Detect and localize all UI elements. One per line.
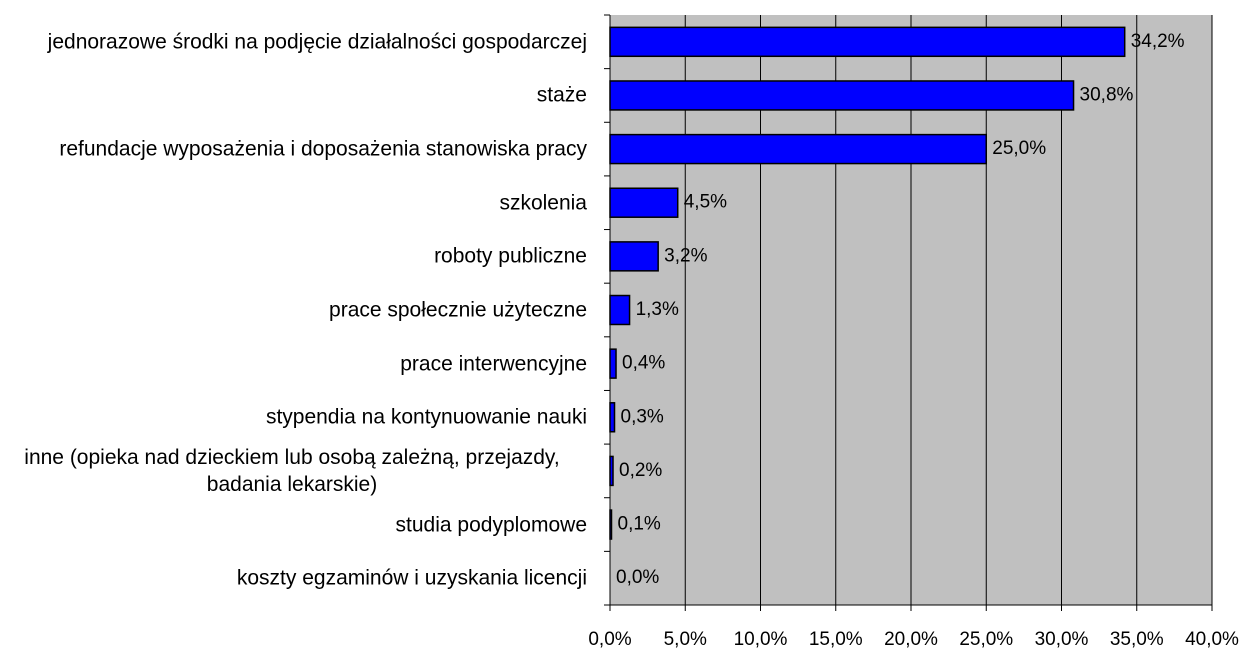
y-tick-label: inne (opieka nad dzieckiem lub osobą zal… — [0, 444, 587, 498]
bar — [609, 402, 616, 433]
y-tick-label-text: staże — [536, 83, 587, 107]
y-tick-label: staże — [0, 82, 587, 109]
value-label: 0,4% — [622, 353, 665, 374]
x-tick-label: 15,0% — [809, 629, 863, 650]
value-label: 3,2% — [664, 245, 707, 266]
bar — [609, 509, 613, 540]
value-label: 30,8% — [1080, 84, 1134, 105]
y-tick-label: koszty egzaminów i uzyskania licencji — [0, 565, 587, 592]
x-tick-label: 5,0% — [664, 629, 707, 650]
y-tick-label-text: roboty publiczne — [434, 244, 587, 268]
bar — [609, 348, 617, 379]
bar — [609, 80, 1075, 111]
x-tick-label: 35,0% — [1110, 629, 1164, 650]
value-label: 0,0% — [616, 567, 659, 588]
y-tick-label: szkolenia — [0, 189, 587, 216]
value-label: 25,0% — [992, 138, 1046, 159]
y-tick-label-text: prace społecznie użyteczne — [329, 298, 587, 322]
bar — [609, 294, 631, 326]
value-label: 0,2% — [619, 460, 662, 481]
x-tick-label: 30,0% — [1035, 629, 1089, 650]
y-tick-label-text: koszty egzaminów i uzyskania licencji — [236, 566, 587, 590]
y-tick-label-text: prace interwencyjne — [400, 352, 587, 376]
x-tick-label: 0,0% — [588, 629, 631, 650]
y-tick-label: prace interwencyjne — [0, 350, 587, 377]
bar — [609, 187, 679, 218]
value-label: 0,1% — [618, 514, 661, 535]
y-tick-label: prace społecznie użyteczne — [0, 297, 587, 324]
y-tick-label: refundacje wyposażenia i doposażenia sta… — [0, 136, 587, 163]
y-tick-label: roboty publiczne — [0, 243, 587, 270]
y-tick-label-text: stypendia na kontynuowanie nauki — [265, 405, 587, 429]
x-tick-label: 10,0% — [734, 629, 788, 650]
value-label: 34,2% — [1131, 31, 1185, 52]
value-label: 0,3% — [621, 406, 664, 427]
value-label: 4,5% — [684, 192, 727, 213]
x-tick-label: 40,0% — [1185, 629, 1239, 650]
bar — [609, 455, 614, 487]
y-tick-label: stypendia na kontynuowanie nauki — [0, 404, 587, 431]
y-tick-label-text: inne (opieka nad dzieckiem lub osobą zal… — [24, 445, 560, 496]
bar — [609, 133, 987, 165]
bar — [609, 26, 1126, 58]
y-tick-label-text: jednorazowe środki na podjęcie działalno… — [47, 30, 587, 54]
value-label: 1,3% — [636, 299, 679, 320]
x-tick-label: 25,0% — [959, 629, 1013, 650]
x-tick-label: 20,0% — [884, 629, 938, 650]
y-tick-label: jednorazowe środki na podjęcie działalno… — [0, 28, 587, 55]
y-tick-label-text: szkolenia — [499, 191, 587, 215]
y-tick-label-text: studia podyplomowe — [395, 513, 587, 537]
y-tick-label: studia podyplomowe — [0, 511, 587, 538]
bar — [609, 241, 659, 272]
y-tick-label-text: refundacje wyposażenia i doposażenia sta… — [59, 137, 587, 161]
